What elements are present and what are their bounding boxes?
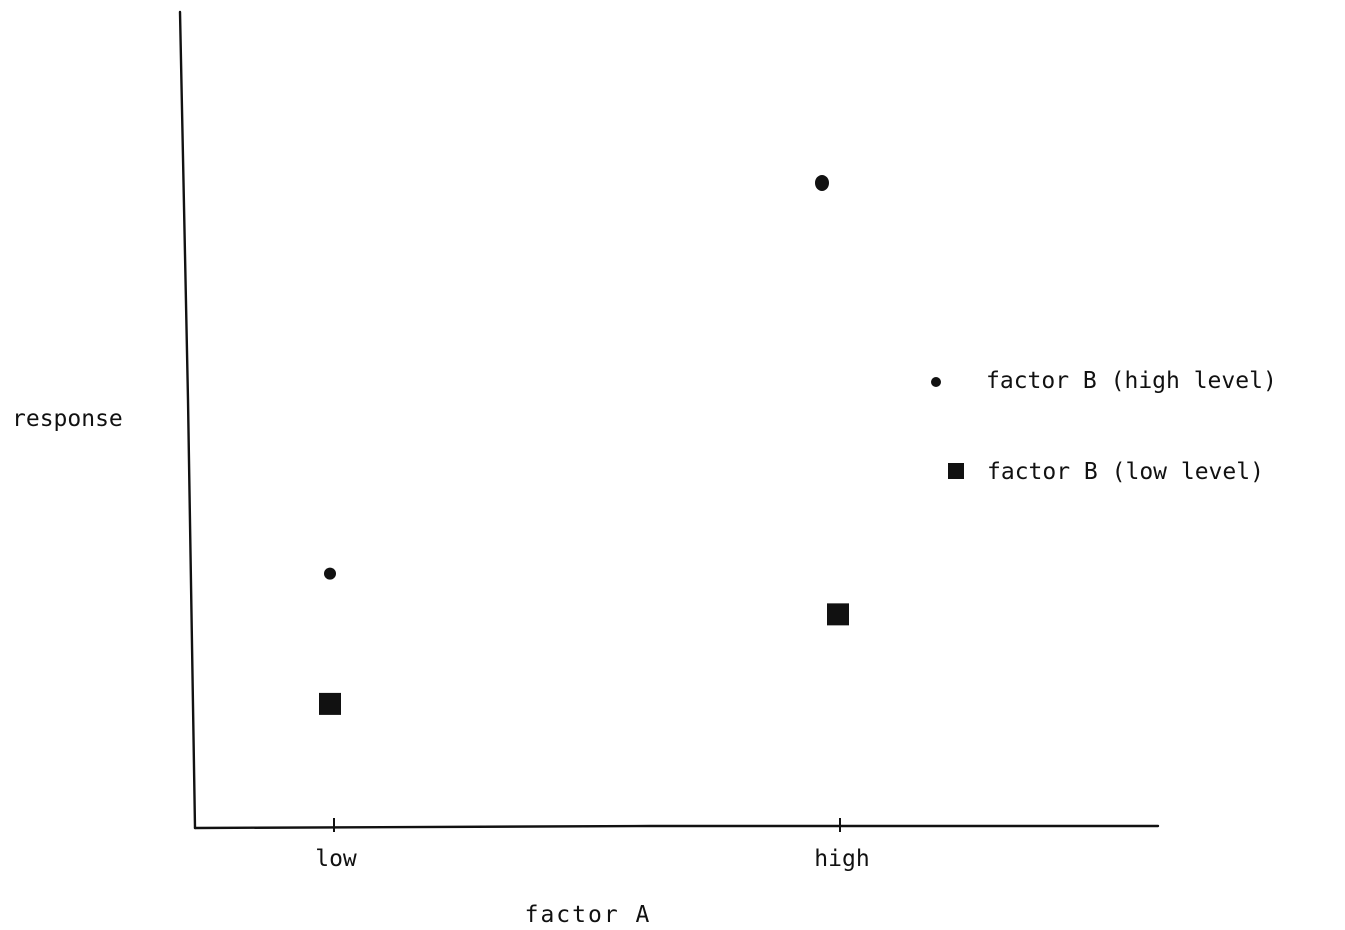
x-tick-label: low: [315, 846, 357, 872]
legend: factor B (high level) factor B (low leve…: [931, 368, 1277, 485]
x-axis-line: [193, 824, 1160, 830]
axes: [178, 10, 1160, 830]
x-ticks: low high: [315, 818, 870, 872]
legend-marker-circle: [931, 377, 941, 387]
y-axis-line: [178, 10, 197, 830]
data-points: [319, 174, 849, 715]
legend-label-high: factor B (high level): [986, 368, 1277, 394]
legend-label-low: factor B (low level): [987, 459, 1264, 485]
data-point-square: [319, 692, 341, 715]
x-tick-label: high: [814, 846, 869, 872]
data-point-circle: [324, 567, 336, 580]
data-point-circle: [815, 174, 829, 191]
legend-marker-square: [948, 463, 964, 479]
data-point-square: [827, 603, 849, 626]
x-axis-label: factor A: [525, 902, 652, 928]
y-axis-label: response: [12, 406, 123, 432]
